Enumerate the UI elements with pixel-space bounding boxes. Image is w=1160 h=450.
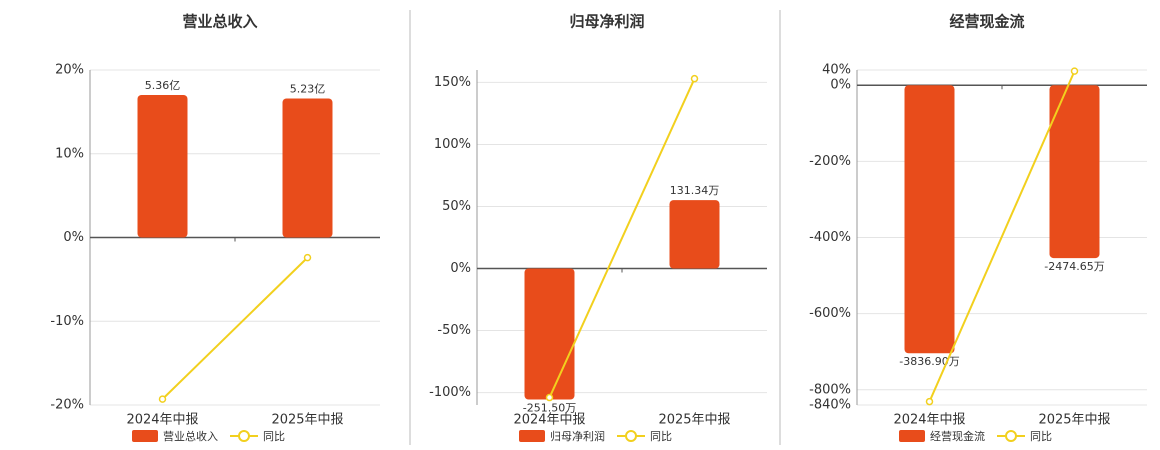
- bar: [282, 98, 333, 238]
- y-tick-label: -50%: [437, 323, 471, 338]
- x-tick-label: 2025年中报: [658, 413, 730, 428]
- legend-label: 同比: [263, 430, 285, 443]
- point: [303, 253, 312, 262]
- bar: [669, 200, 720, 269]
- line: [928, 70, 1076, 402]
- legend-label: 经营现金流: [930, 429, 985, 443]
- legend-swatch: [899, 430, 925, 442]
- y-tick-label: -200%: [809, 154, 851, 169]
- y-tick-label: 0%: [830, 78, 851, 93]
- legend-swatch: [132, 430, 158, 442]
- line: [161, 256, 309, 400]
- point: [158, 395, 167, 403]
- line: [548, 78, 696, 398]
- y-tick-label: -800%: [809, 382, 851, 397]
- value-label: 5.23亿: [290, 82, 326, 95]
- y-tick-label: -840%: [809, 398, 851, 413]
- value-label: 5.36亿: [145, 79, 181, 92]
- y-tick-label: -100%: [429, 385, 471, 400]
- legend-swatch: [519, 430, 545, 442]
- x-tick-label: 2024年中报: [126, 413, 198, 428]
- y-tick-label: 40%: [822, 63, 851, 78]
- bar: [1049, 85, 1100, 259]
- chart-title: 归母净利润: [569, 13, 644, 31]
- y-tick-label: 100%: [434, 137, 471, 152]
- y-tick-label: 0%: [63, 230, 84, 245]
- x-tick-label: 2025年中报: [1038, 413, 1110, 428]
- legend-label: 同比: [650, 430, 672, 443]
- y-tick-label: 150%: [434, 75, 471, 90]
- y-tick-label: -20%: [50, 398, 84, 413]
- point: [925, 397, 934, 406]
- legend-point: [625, 430, 637, 442]
- legend-label: 营业总收入: [163, 429, 218, 443]
- legend-label: 同比: [1030, 430, 1052, 443]
- legend-point: [238, 430, 250, 442]
- chart-title: 营业总收入: [182, 13, 257, 31]
- y-tick-label: -400%: [809, 230, 851, 245]
- point: [1070, 67, 1079, 75]
- y-tick-label: -10%: [50, 314, 84, 329]
- value-label: -251.50万: [523, 402, 576, 415]
- chart-title: 经营现金流: [949, 13, 1024, 31]
- point: [545, 393, 554, 402]
- y-tick-label: 0%: [450, 261, 471, 276]
- value-label: -3836.90万: [899, 355, 959, 368]
- value-label: -2474.65万: [1044, 260, 1104, 273]
- legend-label: 归母净利润: [550, 429, 605, 443]
- x-tick-label: 2025年中报: [271, 413, 343, 428]
- legend-point: [1005, 430, 1017, 442]
- x-tick-label: 2024年中报: [513, 413, 585, 428]
- y-tick-label: 50%: [442, 199, 471, 214]
- x-tick-label: 2024年中报: [893, 413, 965, 428]
- bar: [524, 268, 575, 400]
- value-label: 131.34万: [670, 184, 720, 197]
- y-tick-label: 20%: [55, 63, 84, 78]
- bar: [904, 85, 955, 354]
- y-tick-label: 10%: [55, 146, 84, 161]
- bar: [137, 94, 188, 238]
- y-tick-label: -600%: [809, 306, 851, 321]
- point: [690, 74, 699, 83]
